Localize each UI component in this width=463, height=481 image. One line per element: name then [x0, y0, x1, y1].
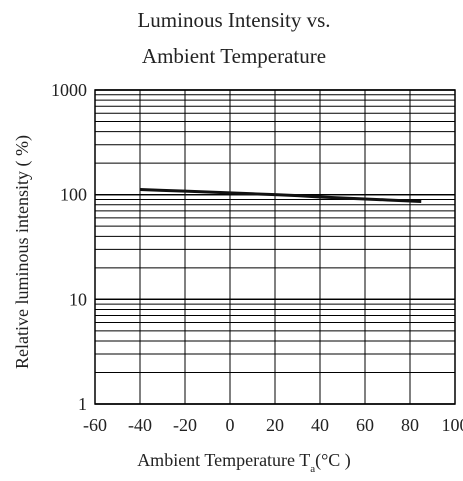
x-tick-label: 100 — [442, 415, 463, 435]
x-axis-label: Ambient Temperature Ta(°C ) — [137, 450, 351, 475]
x-tick-label: 40 — [311, 415, 329, 435]
y-tick-label: 10 — [69, 289, 87, 309]
series-layer — [139, 188, 422, 204]
y-tick-label: 1 — [78, 394, 87, 414]
ticks-layer: -60 -40 -20 0 20 40 60 80 100 1 10 100 1000 — [51, 80, 463, 435]
plot-frame — [94, 89, 456, 405]
x-tick-label: 60 — [356, 415, 374, 435]
x-tick-label: 80 — [401, 415, 419, 435]
y-tick-label: 100 — [60, 185, 87, 205]
grid-layer — [94, 89, 456, 405]
chart-title-line-2: Ambient Temperature — [142, 44, 326, 68]
x-tick-label: 0 — [226, 415, 235, 435]
x-tick-label: 20 — [266, 415, 284, 435]
x-tick-label: -60 — [83, 415, 107, 435]
chart-title-line-1: Luminous Intensity vs. — [137, 8, 330, 32]
x-tick-label: -40 — [128, 415, 152, 435]
y-tick-label: 1000 — [51, 80, 87, 100]
y-axis-label: Relative luminous intensity ( %) — [12, 135, 33, 369]
x-axis-label-main: Ambient Temperature T — [137, 450, 310, 470]
series-line — [139, 188, 422, 204]
x-axis-label-unit: (°C ) — [315, 450, 351, 471]
x-axis-label-subscript: a — [310, 463, 315, 475]
x-tick-label: -20 — [173, 415, 197, 435]
